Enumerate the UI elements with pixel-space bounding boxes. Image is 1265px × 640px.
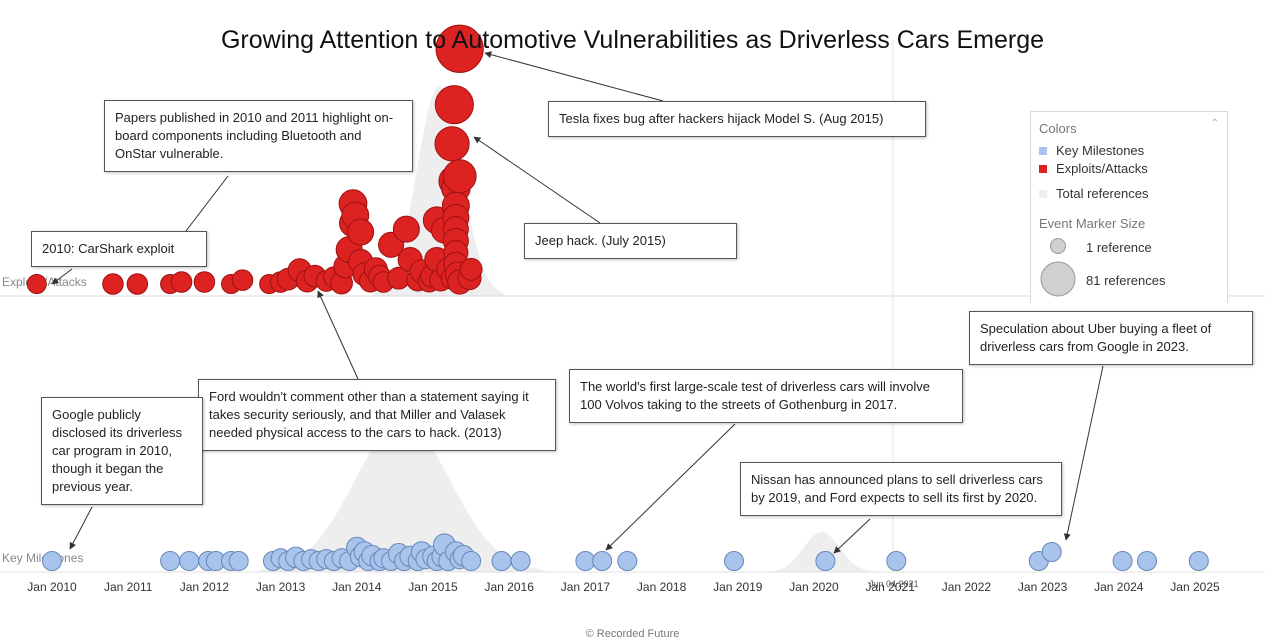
x-tick-label: Jan 2023 <box>1018 580 1068 594</box>
annotation-jeep: Jeep hack. (July 2015) <box>524 223 737 259</box>
milestone-point[interactable] <box>815 550 836 572</box>
exploit-point[interactable] <box>434 85 474 125</box>
milestone-point[interactable] <box>617 550 638 572</box>
leader-line-carshark <box>51 268 73 285</box>
leader-line-tesla <box>484 51 664 102</box>
x-tick-label: Jan 2025 <box>1170 580 1220 594</box>
annotation-google: Google publicly disclosed its driverless… <box>41 397 203 505</box>
exploit-point[interactable] <box>126 273 149 295</box>
size-legend-large <box>1040 261 1076 297</box>
leader-line-uber <box>1063 365 1104 541</box>
x-tick-label: Jan 2013 <box>256 580 306 594</box>
legend-item-label: Total references <box>1056 186 1149 201</box>
exploit-point[interactable] <box>459 257 483 281</box>
milestone-point[interactable] <box>179 550 200 572</box>
legend-item-label: Key Milestones <box>1056 143 1145 158</box>
legend-item-milestones[interactable]: Key Milestones <box>1039 143 1144 158</box>
current-date-label: Jun 04 2021 <box>869 579 919 589</box>
annotation-carshark: 2010: CarShark exploit <box>31 231 207 267</box>
x-tick-label: Jan 2012 <box>180 580 230 594</box>
leader-line-jeep <box>473 136 601 224</box>
milestone-point[interactable] <box>461 550 482 572</box>
legend-colors-title: Colors <box>1039 121 1077 136</box>
x-tick-label: Jan 2024 <box>1094 580 1144 594</box>
milestone-point[interactable] <box>1188 550 1209 572</box>
annotation-nissan: Nissan has announced plans to sell drive… <box>740 462 1062 516</box>
exploit-point[interactable] <box>26 273 47 295</box>
x-tick-label: Jan 2019 <box>713 580 763 594</box>
annotation-uber: Speculation about Uber buying a fleet of… <box>969 311 1253 365</box>
exploit-point[interactable] <box>434 126 470 162</box>
exploits-swatch <box>1039 164 1047 173</box>
x-tick-label: Jan 2020 <box>789 580 839 594</box>
x-tick-label: Jan 2015 <box>408 580 458 594</box>
size-legend-small-label: 1 reference <box>1086 240 1152 255</box>
annotation-volvo: The world's first large-scale test of dr… <box>569 369 963 423</box>
milestone-point[interactable] <box>1136 550 1158 572</box>
legend-size-title: Event Marker Size <box>1039 216 1146 231</box>
x-tick-label: Jan 2022 <box>942 580 992 594</box>
size-legend-small <box>1050 238 1066 254</box>
x-tick-label: Jan 2021 <box>866 580 916 594</box>
collapse-icon[interactable]: ⌃ <box>1210 118 1219 129</box>
legend-item-total[interactable]: Total references <box>1039 186 1149 201</box>
milestone-point[interactable] <box>592 550 613 572</box>
x-tick-label: Jan 2014 <box>332 580 382 594</box>
milestone-point[interactable] <box>575 550 596 572</box>
annotation-tesla: Tesla fixes bug after hackers hijack Mod… <box>548 101 926 137</box>
x-tick-label: Jan 2010 <box>27 580 77 594</box>
footer-credit: © Recorded Future <box>585 628 680 640</box>
legend-item-label: Exploits/Attacks <box>1056 161 1148 176</box>
x-tick-label: Jan 2017 <box>561 580 611 594</box>
leader-line-volvo <box>605 423 736 551</box>
milestone-point[interactable] <box>41 550 63 572</box>
milestone-point[interactable] <box>886 550 907 572</box>
total-references-area-milestones <box>258 422 547 572</box>
annotation-ford: Ford wouldn't comment other than a state… <box>198 379 556 451</box>
milestones-swatch <box>1039 146 1047 155</box>
legend-panel: ⌃ Colors Key Milestones Exploits/Attacks… <box>1030 111 1228 303</box>
leader-line-ford <box>317 290 359 380</box>
annotation-papers: Papers published in 2010 and 2011 highli… <box>104 100 413 172</box>
chart-title: Growing Attention to Automotive Vulnerab… <box>220 26 1045 54</box>
total-references-swatch <box>1039 189 1047 198</box>
milestone-point[interactable] <box>160 550 181 572</box>
exploit-point[interactable] <box>231 269 254 291</box>
milestone-point[interactable] <box>723 550 745 572</box>
legend-item-exploits[interactable]: Exploits/Attacks <box>1039 161 1148 176</box>
milestone-point[interactable] <box>228 550 249 572</box>
milestone-point[interactable] <box>1112 550 1133 572</box>
exploit-point[interactable] <box>347 218 375 246</box>
exploit-point[interactable] <box>442 159 477 194</box>
x-tick-label: Jan 2016 <box>485 580 535 594</box>
exploit-point[interactable] <box>392 215 420 243</box>
size-legend-large-label: 81 references <box>1086 273 1166 288</box>
leader-line-google <box>69 506 93 550</box>
x-tick-label: Jan 2018 <box>637 580 687 594</box>
exploit-point[interactable] <box>102 273 124 295</box>
milestone-point[interactable] <box>1041 541 1062 563</box>
milestone-point[interactable] <box>510 550 531 572</box>
leader-line-nissan <box>833 518 871 554</box>
milestone-point[interactable] <box>491 550 512 572</box>
exploit-point[interactable] <box>193 271 216 293</box>
total-references-area-exploits <box>373 86 506 296</box>
x-tick-label: Jan 2011 <box>104 580 153 594</box>
exploit-point[interactable] <box>170 271 193 293</box>
exploit-point[interactable] <box>435 24 484 73</box>
